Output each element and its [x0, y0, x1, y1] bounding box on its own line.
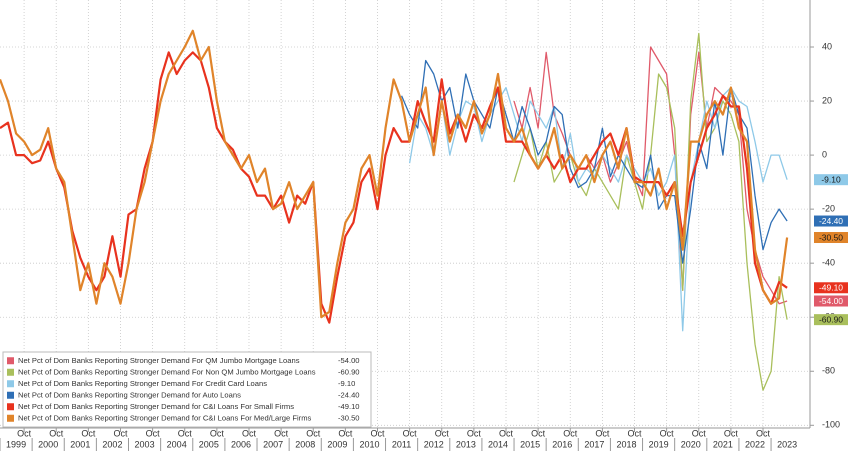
x-tick-label: 2001 — [70, 439, 90, 449]
end-label-text: -60.90 — [819, 314, 843, 324]
end-label-text: -54.00 — [819, 296, 843, 306]
x-tick-label: 2009 — [327, 439, 347, 449]
legend-label: Net Pct of Dom Banks Reporting Stronger … — [18, 356, 300, 365]
x-tick-label: 2003 — [135, 439, 155, 449]
x-minor-tick-label: Oct — [113, 428, 128, 438]
x-tick-label: 2004 — [167, 439, 187, 449]
x-tick-label: 2008 — [295, 439, 315, 449]
legend-label: Net Pct of Dom Banks Reporting Stronger … — [18, 379, 267, 388]
x-tick-label: 1999 — [6, 439, 26, 449]
end-label: -30.50 — [814, 232, 848, 244]
x-minor-tick-label: Oct — [595, 428, 610, 438]
x-minor-tick-label: Oct — [563, 428, 578, 438]
legend-value: -9.10 — [338, 379, 355, 388]
series-line — [401, 59, 788, 264]
x-minor-tick-label: Oct — [403, 428, 418, 438]
y-tick-label: -20 — [822, 204, 835, 214]
x-minor-tick-label: Oct — [724, 428, 739, 438]
end-label: -54.00 — [814, 295, 848, 307]
x-tick-label: 2015 — [520, 439, 540, 449]
series-line — [0, 51, 788, 324]
legend-swatch — [7, 357, 14, 365]
legend: Net Pct of Dom Banks Reporting Stronger … — [2, 351, 372, 428]
y-tick-label: -100 — [822, 420, 840, 430]
legend-value: -60.90 — [338, 367, 360, 376]
x-tick-label: 2011 — [392, 439, 411, 449]
x-tick-label: 2022 — [745, 439, 765, 449]
x-minor-tick-label: Oct — [210, 428, 225, 438]
end-label-box — [814, 215, 848, 227]
legend-value: -24.40 — [338, 390, 360, 399]
x-tick-label: 2019 — [649, 439, 669, 449]
end-label-box — [814, 314, 848, 326]
x-tick-label: 2005 — [199, 439, 219, 449]
x-minor-tick-label: Oct — [146, 428, 161, 438]
x-minor-tick-label: Oct — [531, 428, 546, 438]
y-tick-label: 40 — [822, 41, 832, 51]
legend-value: -30.50 — [338, 413, 360, 422]
x-minor-tick-label: Oct — [81, 428, 96, 438]
end-label: -49.10 — [814, 282, 848, 294]
end-label: -24.40 — [814, 215, 848, 227]
x-minor-tick-label: Oct — [660, 428, 675, 438]
series-line — [0, 29, 789, 319]
legend-swatch — [7, 414, 14, 422]
x-tick-label: 2020 — [681, 439, 701, 449]
x-minor-tick-label: Oct — [178, 428, 193, 438]
x-tick-label: 2013 — [456, 439, 476, 449]
legend-label: Net Pct of Dom Banks Reporting Stronger … — [18, 402, 294, 411]
end-label-box — [814, 282, 848, 294]
x-minor-tick-label: Oct — [17, 428, 32, 438]
y-tick-label: -80 — [822, 366, 835, 376]
y-tick-label: 0 — [822, 149, 827, 159]
x-minor-tick-label: Oct — [338, 428, 353, 438]
legend-label: Net Pct of Dom Banks Reporting Stronger … — [18, 390, 241, 399]
y-tick-label: -40 — [822, 258, 835, 268]
x-minor-tick-label: Oct — [49, 428, 64, 438]
x-tick-label: 2007 — [263, 439, 283, 449]
x-minor-tick-label: Oct — [370, 428, 385, 438]
legend-box — [2, 351, 372, 428]
y-tick-label: 20 — [822, 95, 832, 105]
legend-label: Net Pct of Dom Banks Reporting Stronger … — [18, 413, 312, 422]
end-label-text: -9.10 — [821, 174, 841, 184]
x-minor-tick-label: Oct — [756, 428, 771, 438]
legend-value: -54.00 — [338, 356, 360, 365]
legend-value: -49.10 — [338, 402, 360, 411]
x-minor-tick-label: Oct — [242, 428, 257, 438]
legend-label: Net Pct of Dom Banks Reporting Stronger … — [18, 367, 316, 376]
end-label-text: -30.50 — [819, 232, 843, 242]
x-tick-label: 2018 — [616, 439, 636, 449]
x-tick-label: 2010 — [359, 439, 379, 449]
x-minor-tick-label: Oct — [628, 428, 643, 438]
x-tick-label: 2023 — [777, 439, 797, 449]
end-label-box — [814, 295, 848, 307]
x-tick-label: 2012 — [424, 439, 444, 449]
x-tick-label: 2021 — [713, 439, 733, 449]
x-tick-label: 2016 — [552, 439, 572, 449]
end-label: -9.10 — [814, 174, 848, 186]
x-tick-label: 2002 — [102, 439, 122, 449]
end-label-box — [814, 174, 848, 186]
x-minor-tick-label: Oct — [692, 428, 707, 438]
x-tick-label: 2000 — [38, 439, 58, 449]
end-label-text: -49.10 — [819, 283, 843, 293]
x-minor-tick-label: Oct — [435, 428, 450, 438]
end-label: -60.90 — [814, 314, 848, 326]
x-tick-label: 2006 — [231, 439, 251, 449]
legend-swatch — [7, 403, 14, 411]
legend-swatch — [7, 391, 14, 399]
x-minor-tick-label: Oct — [274, 428, 289, 438]
end-label-box — [814, 232, 848, 244]
x-minor-tick-label: Oct — [467, 428, 482, 438]
end-label-text: -24.40 — [819, 216, 843, 226]
legend-swatch — [7, 380, 14, 388]
x-minor-tick-label: Oct — [499, 428, 514, 438]
legend-swatch — [7, 368, 14, 376]
x-minor-tick-label: Oct — [306, 428, 321, 438]
x-tick-label: 2017 — [584, 439, 604, 449]
x-tick-label: 2014 — [488, 439, 508, 449]
series-line — [513, 46, 788, 305]
